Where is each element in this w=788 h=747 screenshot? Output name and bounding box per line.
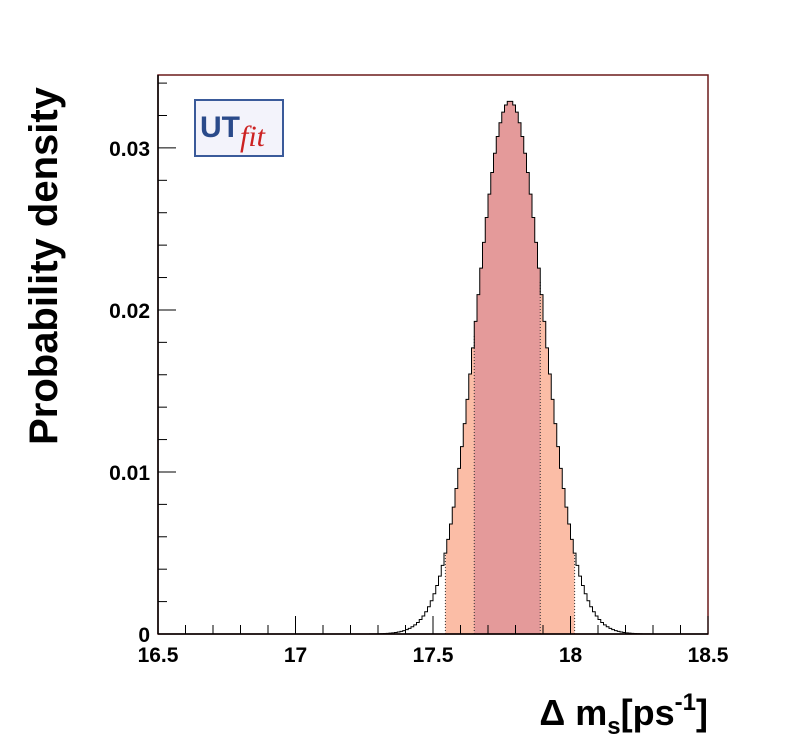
plot-frame	[157, 74, 709, 635]
y-tick-label: 0	[138, 624, 150, 647]
x-title-main: Δ m	[539, 692, 607, 733]
x-tick-label: 18.5	[688, 644, 729, 667]
x-title-sup: -1	[675, 689, 696, 716]
x-axis-title: Δ ms[ps-1]	[539, 689, 708, 740]
x-title-after: [ps	[621, 692, 675, 733]
y-tick-label: 0.02	[109, 300, 150, 323]
logo-ut-text: UT	[200, 111, 240, 144]
histogram-line	[158, 100, 708, 635]
x-tick-label: 17.5	[413, 644, 454, 667]
logo-fit-text: fit	[240, 120, 266, 153]
x-tick-label: 18	[559, 644, 583, 667]
utfit-logo: UT fit	[194, 99, 284, 157]
x-title-close: ]	[696, 692, 708, 733]
x-axis-ticks: 16.5 17 17.5 18 18.5	[138, 616, 729, 667]
histogram	[158, 100, 708, 635]
axes	[157, 74, 709, 635]
x-tick-label: 17	[284, 644, 307, 667]
x-tick-label: 16.5	[138, 644, 179, 667]
y-axis-title: Probability density	[22, 86, 66, 445]
band-68	[474, 101, 541, 634]
credible-interval-bands	[444, 101, 576, 634]
x-title-sub: s	[607, 713, 620, 740]
y-axis-ticks: 0 0.01 0.02 0.03	[109, 82, 176, 647]
y-tick-label: 0.01	[109, 462, 150, 485]
y-tick-label: 0.03	[109, 138, 150, 161]
